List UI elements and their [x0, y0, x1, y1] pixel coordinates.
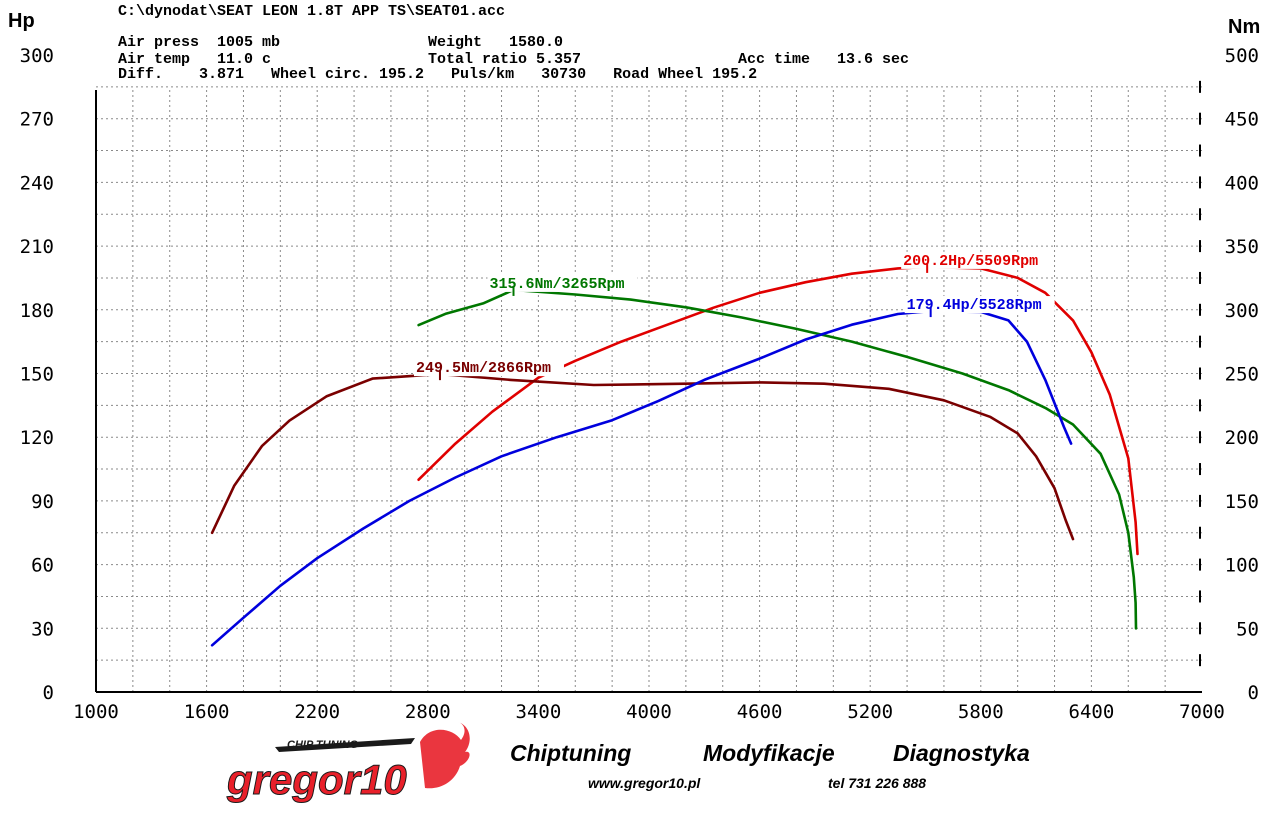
y-left-tick-label: 180	[20, 300, 54, 322]
y-left-tick-label: 240	[20, 172, 54, 194]
air-temp: Air temp 11.0 c	[118, 51, 271, 68]
annotation-label: 249.5Nm/2866Rpm	[416, 360, 551, 377]
series-line	[417, 288, 1138, 630]
air-press: Air press 1005 mb	[118, 34, 280, 51]
grid-lines	[96, 86, 1202, 692]
y-left-tick-label: 150	[20, 364, 54, 386]
dyno-chart: 1000 1600 2200 2800 3400 4000 4600 5200 5800 6400…	[8, 3, 1260, 720]
y-right-unit: Nm	[1228, 16, 1260, 38]
y-left-tick-label: 120	[20, 427, 54, 449]
x-tick-label: 4600	[737, 701, 783, 720]
weight: Weight 1580.0	[428, 34, 563, 51]
x-tick-label: 7000	[1179, 701, 1225, 720]
footer-phone: tel 731 226 888	[828, 775, 927, 791]
y-right-tick-label: 400	[1225, 172, 1259, 194]
file-path: C:\dynodat\SEAT LEON 1.8T APP TS\SEAT01.…	[118, 3, 505, 20]
y-left-tick-label: 90	[31, 491, 54, 513]
x-tick-label: 1000	[73, 701, 119, 720]
annotation-label: 179.4Hp/5528Rpm	[907, 297, 1042, 314]
annotation-label: 200.2Hp/5509Rpm	[903, 253, 1038, 270]
annotation-background	[904, 296, 1055, 314]
footer-website[interactable]: www.gregor10.pl	[588, 775, 701, 791]
annotations: 200.2Hp/5509Rpm 315.6Nm/3265Rpm 249.5Nm/28…	[413, 251, 1055, 381]
x-tick-label: 1600	[184, 701, 230, 720]
x-tick-label: 5200	[847, 701, 893, 720]
y-right-tick-label: 500	[1225, 45, 1259, 67]
annotation-background	[413, 359, 564, 377]
annotation-background	[487, 274, 638, 292]
y-left-tick-labels: 0 30 60 90 120 150 180 210 240 270 300	[20, 45, 54, 704]
annotation-background	[901, 251, 1052, 269]
y-left-tick-label: 60	[31, 555, 54, 577]
acc-time: Acc time 13.6 sec	[738, 51, 909, 68]
total-ratio: Total ratio 5.357	[428, 51, 581, 68]
x-tick-label: 4000	[626, 701, 672, 720]
gregor10-logo: CHIP TUNING gregor10	[226, 722, 470, 804]
series-line	[210, 309, 1073, 647]
y-right-tick-label: 50	[1236, 618, 1259, 640]
annotation-label: 315.6Nm/3265Rpm	[490, 276, 625, 293]
y-left-tick-label: 270	[20, 109, 54, 131]
y-left-unit: Hp	[8, 10, 35, 32]
y-right-tick-label: 0	[1248, 682, 1259, 704]
y-right-tick-label: 350	[1225, 236, 1259, 258]
x-tick-label: 3400	[516, 701, 562, 720]
footer-modyfikacje: Modyfikacje	[703, 740, 835, 766]
swoosh-icon	[275, 738, 415, 752]
y-right-tick-label: 450	[1225, 109, 1259, 131]
diff-line: Diff. 3.871 Wheel circ. 195.2 Puls/km 30…	[118, 66, 757, 83]
logo-brand: gregor10	[226, 756, 407, 803]
y-right-tick-label: 100	[1225, 555, 1259, 577]
x-tick-labels: 1000 1600 2200 2800 3400 4000 4600 5200 5800 6400…	[73, 701, 1225, 720]
x-tick-label: 2200	[294, 701, 340, 720]
x-tick-label: 2800	[405, 701, 451, 720]
curves	[210, 265, 1139, 647]
y-left-tick-label: 300	[20, 45, 54, 67]
x-tick-label: 6400	[1069, 701, 1115, 720]
y-left-tick-label: 30	[31, 618, 54, 640]
y-right-tick-label: 300	[1225, 300, 1259, 322]
y-right-tick-label: 250	[1225, 364, 1259, 386]
y-right-tick-labels: 0 50 100 150 200 250 300 350 400 450 500	[1225, 45, 1259, 704]
flame-icon	[420, 722, 470, 789]
y-left-tick-label: 0	[43, 682, 54, 704]
y-right-tick-label: 150	[1225, 491, 1259, 513]
x-tick-label: 5800	[958, 701, 1004, 720]
y-right-tick-label: 200	[1225, 427, 1259, 449]
y-left-tick-label: 210	[20, 236, 54, 258]
footer-chiptuning: Chiptuning	[510, 740, 632, 766]
axes	[95, 80, 1202, 693]
logo-tagline: CHIP TUNING	[287, 739, 359, 751]
series-line	[210, 372, 1075, 541]
footer-diagnostyka: Diagnostyka	[893, 740, 1030, 766]
